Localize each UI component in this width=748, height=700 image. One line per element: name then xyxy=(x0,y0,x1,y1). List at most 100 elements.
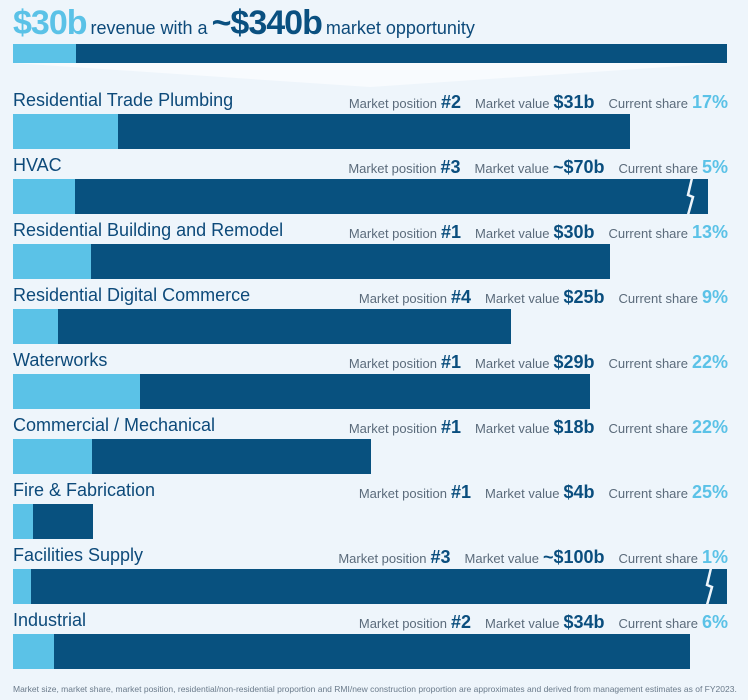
headline-revenue: $30b xyxy=(13,4,87,42)
current-share-label: Current share xyxy=(608,486,688,501)
market-position-label: Market position xyxy=(358,486,447,501)
total-revenue-fill xyxy=(13,44,76,63)
market-value-value: $29b xyxy=(553,352,595,372)
segment-share-fill xyxy=(13,179,75,214)
current-share-value: 1% xyxy=(701,547,728,567)
segment-share-fill xyxy=(13,439,92,474)
total-market-bar xyxy=(13,44,727,63)
market-position-label: Market position xyxy=(348,226,437,241)
current-share-label: Current share xyxy=(608,421,688,436)
market-position-label: Market position xyxy=(358,291,448,306)
segment-title: HVAC xyxy=(13,155,62,175)
segment-share-fill xyxy=(13,244,91,279)
market-position-value: #1 xyxy=(441,352,462,372)
market-value-label: Market value xyxy=(475,421,550,436)
market-value-value: $18b xyxy=(553,417,595,437)
segment-market-bar xyxy=(13,374,591,409)
headline-mid-text: revenue with a xyxy=(90,18,208,38)
segment-metrics: Market position #2 Market value $34b Current… xyxy=(359,612,728,633)
market-value-value: $4b xyxy=(563,482,595,502)
segment-market-bar xyxy=(13,179,708,214)
market-position-label: Market position xyxy=(338,551,427,566)
market-position-value: #2 xyxy=(451,612,472,632)
segment-market-bar xyxy=(13,309,511,344)
segment-market-bar xyxy=(13,634,690,669)
segment-share-fill xyxy=(13,504,33,539)
axis-break-icon xyxy=(686,177,695,216)
market-position-label: Market position xyxy=(348,421,437,436)
axis-break-icon xyxy=(705,567,714,606)
current-share-value: 22% xyxy=(691,417,728,437)
segment-share-fill xyxy=(13,634,54,669)
market-value-value: $30b xyxy=(553,222,595,242)
current-share-label: Current share xyxy=(618,616,698,631)
headline-market: ~$340b xyxy=(211,4,323,42)
market-value-label: Market value xyxy=(474,161,549,176)
headline-end-text: market opportunity xyxy=(325,18,475,38)
market-position-value: #3 xyxy=(440,157,461,177)
segment-share-fill xyxy=(13,114,118,149)
current-share-value: 22% xyxy=(691,352,728,372)
market-position-value: #4 xyxy=(451,287,472,307)
headline: $30b revenue with a ~$340b market opportuni… xyxy=(13,4,479,43)
current-share-value: 13% xyxy=(691,222,728,242)
market-position-label: Market position xyxy=(348,356,437,371)
market-position-label: Market position xyxy=(348,161,437,176)
current-share-label: Current share xyxy=(618,291,698,306)
segment-title: Waterworks xyxy=(13,350,108,370)
market-position-value: #2 xyxy=(441,92,462,112)
segment-share-fill xyxy=(13,374,140,409)
current-share-label: Current share xyxy=(618,551,698,566)
current-share-label: Current share xyxy=(618,161,698,176)
market-value-label: Market value xyxy=(475,356,550,371)
segment-metrics: Market position #1 Market value $30b Current… xyxy=(349,222,728,243)
segment-metrics: Market position #3 Market value ~$70b Curren… xyxy=(348,157,728,178)
market-position-value: #1 xyxy=(441,222,462,242)
current-share-value: 5% xyxy=(701,157,728,177)
current-share-value: 6% xyxy=(701,612,728,632)
segment-share-fill xyxy=(13,309,58,344)
market-value-label: Market value xyxy=(475,96,550,111)
market-value-value: ~$70b xyxy=(552,157,605,177)
segment-market-bar xyxy=(13,569,727,604)
current-share-value: 25% xyxy=(691,482,728,502)
segment-title: Commercial / Mechanical xyxy=(13,415,216,435)
segment-metrics: Market position #3 Market value ~$100b Curre… xyxy=(338,547,728,568)
market-value-label: Market value xyxy=(485,486,560,501)
current-share-value: 17% xyxy=(691,92,728,112)
market-value-label: Market value xyxy=(464,551,539,566)
market-value-label: Market value xyxy=(475,226,550,241)
segment-title: Facilities Supply xyxy=(13,545,144,565)
current-share-value: 9% xyxy=(701,287,728,307)
funnel-chevron xyxy=(13,63,727,87)
market-position-label: Market position xyxy=(358,616,448,631)
segment-title: Residential Digital Commerce xyxy=(13,285,251,305)
segment-title: Industrial xyxy=(13,610,87,630)
segment-metrics: Market position #1 Market value $18b Current… xyxy=(349,417,728,438)
market-position-value: #3 xyxy=(430,547,451,567)
segment-metrics: Market position #2 Market value $31b Current… xyxy=(349,92,728,113)
segment-metrics: Market position #1 Market value $29b Current… xyxy=(349,352,728,373)
segment-market-bar xyxy=(13,439,372,474)
market-position-value: #1 xyxy=(451,482,472,502)
market-value-value: ~$100b xyxy=(542,547,605,567)
current-share-label: Current share xyxy=(608,226,688,241)
market-position-label: Market position xyxy=(348,96,437,111)
segment-market-bar xyxy=(13,114,630,149)
current-share-label: Current share xyxy=(608,356,688,371)
footnote: Market size, market share, market positi… xyxy=(13,684,737,694)
market-position-value: #1 xyxy=(441,417,462,437)
segment-title: Residential Building and Remodel xyxy=(13,220,284,240)
segment-metrics: Market position #1 Market value $4b Current … xyxy=(359,482,728,503)
market-value-value: $34b xyxy=(563,612,605,632)
market-value-label: Market value xyxy=(485,616,560,631)
segment-title: Residential Trade Plumbing xyxy=(13,90,234,110)
segment-market-bar xyxy=(13,244,610,279)
market-value-label: Market value xyxy=(485,291,560,306)
segment-share-fill xyxy=(13,569,31,604)
market-value-value: $25b xyxy=(563,287,605,307)
segment-title: Fire & Fabrication xyxy=(13,480,156,500)
current-share-label: Current share xyxy=(608,96,688,111)
segment-metrics: Market position #4 Market value $25b Current… xyxy=(359,287,728,308)
